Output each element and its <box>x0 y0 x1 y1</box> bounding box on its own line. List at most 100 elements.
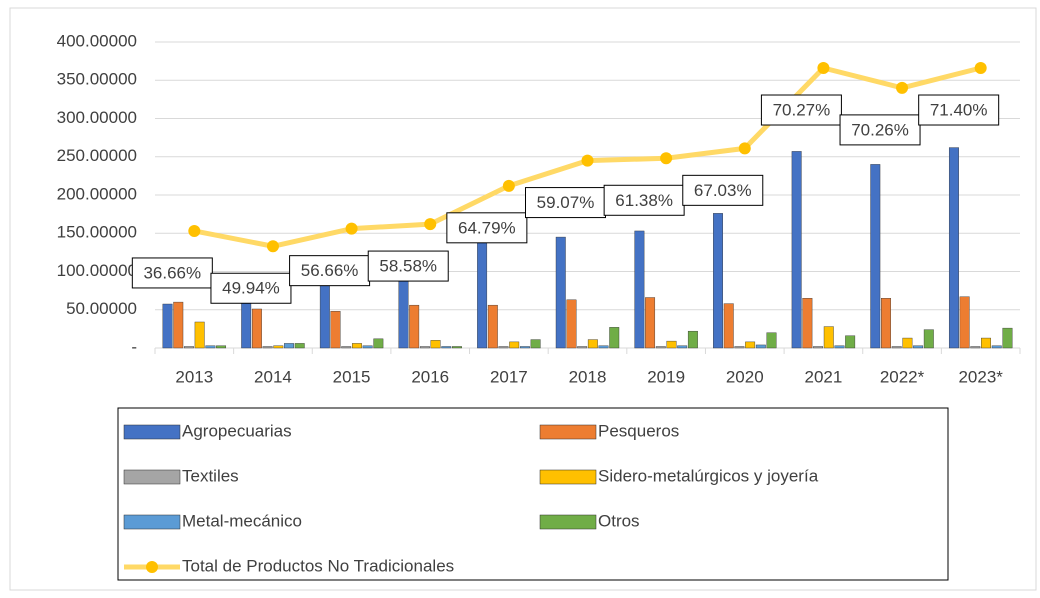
legend-label: Textiles <box>182 466 239 485</box>
y-tick-label: 250.00000 <box>57 146 137 165</box>
annotation-box <box>682 174 764 206</box>
annotation-box <box>525 187 606 219</box>
legend-label: Otros <box>598 511 640 530</box>
x-tick-label: 2016 <box>411 367 449 386</box>
bar <box>598 345 609 349</box>
annotation: 49.94% <box>222 279 280 298</box>
x-tick-label: 2023* <box>958 367 1003 386</box>
bar <box>487 304 498 349</box>
bar <box>991 345 1002 349</box>
y-tick-label: - <box>131 337 137 356</box>
bar <box>645 297 656 349</box>
chart-frame <box>9 7 1037 591</box>
bar <box>948 147 959 349</box>
legend-label: Metal-mecánico <box>182 511 302 530</box>
bar <box>766 332 777 349</box>
annotation: 56.66% <box>301 261 359 280</box>
bar <box>555 236 566 349</box>
annotation: 61.38% <box>615 191 673 210</box>
bar <box>162 303 173 349</box>
legend-box <box>117 407 949 581</box>
bar <box>241 296 252 349</box>
annotation: 58.58% <box>379 257 437 276</box>
line-marker <box>660 152 673 165</box>
bar <box>791 151 802 349</box>
line-marker <box>896 81 909 94</box>
bar <box>923 329 934 349</box>
bar <box>587 339 598 349</box>
bar <box>802 298 813 349</box>
line-marker <box>581 154 594 167</box>
bar <box>262 346 273 349</box>
bar <box>319 279 330 349</box>
bar <box>284 343 294 349</box>
bar <box>441 346 452 349</box>
y-tick-label: 50.00000 <box>66 299 137 318</box>
bar <box>666 340 677 349</box>
bar <box>902 337 913 349</box>
line-marker <box>188 224 201 237</box>
bar <box>330 311 341 349</box>
legend-label: Total de Productos No Tradicionales <box>182 556 454 575</box>
bar <box>823 326 834 349</box>
bar <box>398 275 409 349</box>
y-tick-label: 150.00000 <box>57 223 137 242</box>
bar <box>519 346 530 349</box>
line-marker <box>266 240 279 253</box>
bar <box>655 346 666 349</box>
legend-swatch <box>123 469 181 485</box>
bar <box>891 346 902 349</box>
x-tick-label: 2017 <box>490 367 528 386</box>
bar <box>745 341 756 349</box>
annotation-box <box>210 272 292 304</box>
bar <box>970 346 981 349</box>
bar <box>341 346 352 349</box>
bar <box>430 340 441 349</box>
bar <box>713 213 723 349</box>
y-tick-label: 200.00000 <box>57 184 137 203</box>
y-tick-label: 300.00000 <box>57 108 137 127</box>
bar <box>205 345 216 349</box>
bar <box>755 344 766 349</box>
bar <box>981 337 991 349</box>
bar <box>452 346 462 349</box>
bar <box>294 343 305 349</box>
bar <box>273 345 284 349</box>
bar <box>734 346 745 349</box>
x-tick-label: 2020 <box>726 367 764 386</box>
bar <box>216 345 227 349</box>
bar <box>351 343 362 349</box>
x-tick-label: 2013 <box>175 367 213 386</box>
line-marker <box>502 179 515 192</box>
bar <box>577 346 588 349</box>
bar <box>881 298 891 349</box>
annotation-box <box>839 114 921 146</box>
line-marker <box>738 142 751 155</box>
y-tick-label: 100.00000 <box>57 261 137 280</box>
bar <box>419 346 430 349</box>
annotation-box <box>446 212 528 244</box>
bar <box>634 230 645 349</box>
legend-label: Agropecuarias <box>182 421 292 440</box>
legend-label: Pesqueros <box>598 421 679 440</box>
bar <box>959 296 970 349</box>
bar <box>477 242 488 349</box>
x-tick-label: 2018 <box>569 367 607 386</box>
legend-swatch <box>123 424 181 440</box>
annotation: 59.07% <box>537 193 595 212</box>
bar <box>530 339 541 349</box>
x-tick-label: 2014 <box>254 367 292 386</box>
bar <box>677 345 688 349</box>
bar <box>194 321 205 349</box>
bar <box>373 338 384 349</box>
annotation: 70.27% <box>773 100 831 119</box>
bar <box>834 345 845 349</box>
bar <box>184 346 194 349</box>
bar <box>687 330 698 349</box>
annotation: 36.66% <box>143 263 201 282</box>
line-marker <box>817 62 830 75</box>
bar <box>609 327 620 349</box>
line-marker <box>345 222 358 235</box>
y-tick-label: 400.00000 <box>57 31 137 50</box>
bar <box>409 304 420 349</box>
